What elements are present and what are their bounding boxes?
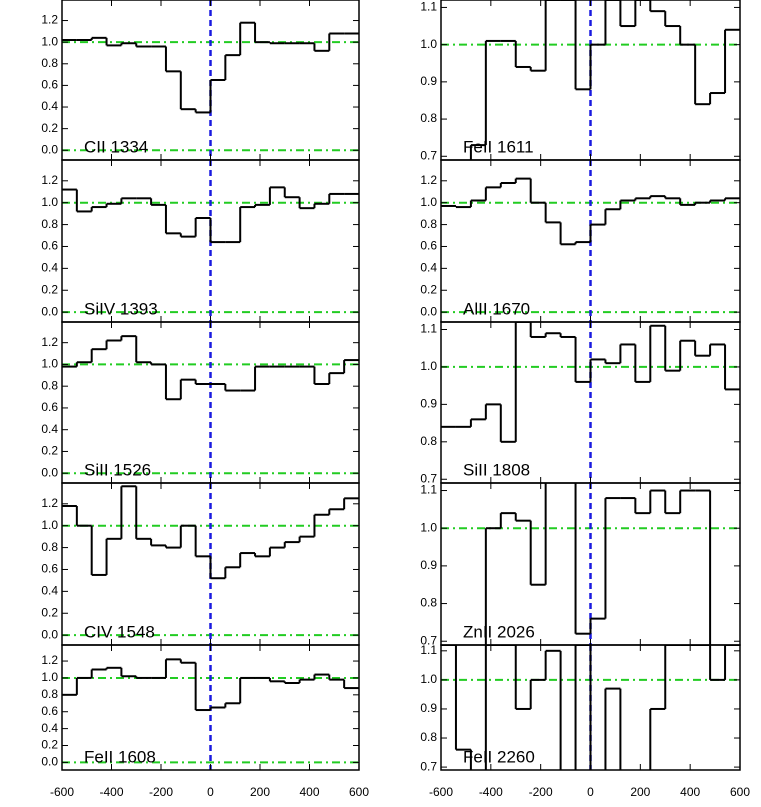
y-tick-label: 0.6 [41,562,58,576]
panel-label: FeII 1608 [84,747,156,766]
panel [441,0,740,160]
y-tick-label: 0.6 [41,704,58,718]
x-tick-label: -400 [479,785,503,799]
x-tick-label: 400 [680,785,700,799]
x-tick-label: 0 [587,785,594,799]
y-tick-label: 0.6 [41,78,58,92]
y-tick-label: 1.0 [420,520,437,534]
x-tick-label: 200 [630,785,650,799]
y-tick-label: 0.0 [41,142,58,156]
y-tick-label: 1.0 [41,34,58,48]
y-tick-label: 0.8 [420,730,437,744]
y-tick-label: 0.4 [41,99,58,113]
y-tick-label: 0.8 [41,378,58,392]
y-tick-label: 0.2 [41,738,58,752]
y-tick-label: 1.0 [41,518,58,532]
y-tick-label: 0.8 [420,217,437,231]
x-tick-label: 0 [207,785,214,799]
y-tick-label: 0.9 [420,558,437,572]
y-tick-label: 1.0 [41,357,58,371]
y-tick-label: 0.8 [41,217,58,231]
x-tick-label: -200 [529,785,553,799]
panel-label: CIV 1548 [84,622,155,641]
panel [62,322,359,483]
y-tick-label: 1.1 [420,643,437,657]
y-tick-label: 0.4 [41,422,58,436]
panel [441,483,740,645]
y-tick-label: 0.8 [420,111,437,125]
y-tick-label: 1.0 [420,195,437,209]
panel [62,0,359,160]
panel-label: FeII 2260 [463,747,535,766]
panel [441,160,740,322]
x-tick-label: 600 [730,785,750,799]
panel-label: FeII 1611 [463,137,534,156]
y-tick-label: 0.8 [41,687,58,701]
x-tick-label: -600 [429,785,453,799]
panel-label: AlII 1670 [463,299,530,318]
y-tick-label: 0.7 [420,148,437,162]
y-tick-label: 0.2 [41,605,58,619]
y-tick-label: 0.0 [41,465,58,479]
panel-label: SiII 1808 [463,460,530,479]
x-tick-label: -200 [149,785,173,799]
y-tick-label: 0.6 [41,400,58,414]
y-tick-label: 0.2 [420,282,437,296]
y-tick-label: 0.2 [41,444,58,458]
y-tick-label: 0.9 [420,701,437,715]
y-tick-label: 1.0 [420,37,437,51]
panel-label: CII 1334 [84,137,148,156]
panel [62,483,359,645]
y-tick-label: 0.7 [420,471,437,485]
y-tick-label: 1.2 [41,653,58,667]
y-tick-label: 0.0 [41,627,58,641]
y-tick-label: 0.6 [420,239,437,253]
y-tick-label: 0.2 [41,282,58,296]
x-tick-label: -400 [99,785,123,799]
y-tick-label: 0.9 [420,74,437,88]
y-tick-label: 1.1 [420,0,437,14]
y-tick-label: 0.0 [420,304,437,318]
y-tick-label: 0.6 [41,239,58,253]
x-tick-label: 200 [250,785,270,799]
y-tick-label: 1.2 [41,496,58,510]
y-tick-label: 1.2 [420,173,437,187]
y-tick-label: 0.9 [420,397,437,411]
panel-label: SiIV 1393 [84,299,158,318]
panel-label: SiII 1526 [84,460,151,479]
y-tick-label: 1.1 [420,483,437,497]
y-tick-label: 0.0 [41,304,58,318]
y-tick-label: 0.8 [41,56,58,70]
y-tick-label: 0.7 [420,633,437,647]
y-tick-label: 1.0 [420,359,437,373]
y-tick-label: 0.4 [41,261,58,275]
panel-label: ZnII 2026 [463,622,535,641]
x-tick-label: -600 [50,785,74,799]
y-tick-label: 1.2 [41,173,58,187]
x-tick-label: 600 [349,785,369,799]
y-tick-label: 1.2 [41,335,58,349]
y-tick-label: 1.0 [420,672,437,686]
y-tick-label: 1.2 [41,13,58,27]
y-tick-label: 0.4 [41,584,58,598]
y-tick-label: 0.8 [41,540,58,554]
y-tick-label: 1.0 [41,195,58,209]
panel [441,645,740,770]
panel [62,160,359,322]
y-tick-label: 0.4 [41,721,58,735]
y-tick-label: 0.7 [420,759,437,773]
y-tick-label: 0.4 [420,261,437,275]
y-tick-label: 0.8 [420,434,437,448]
x-tick-label: 400 [299,785,319,799]
y-tick-label: 0.0 [41,755,58,769]
y-tick-label: 0.8 [420,596,437,610]
y-tick-label: 1.0 [41,670,58,684]
y-tick-label: 0.2 [41,121,58,135]
panel [62,645,359,770]
y-tick-label: 1.1 [420,322,437,336]
panel [441,322,740,483]
